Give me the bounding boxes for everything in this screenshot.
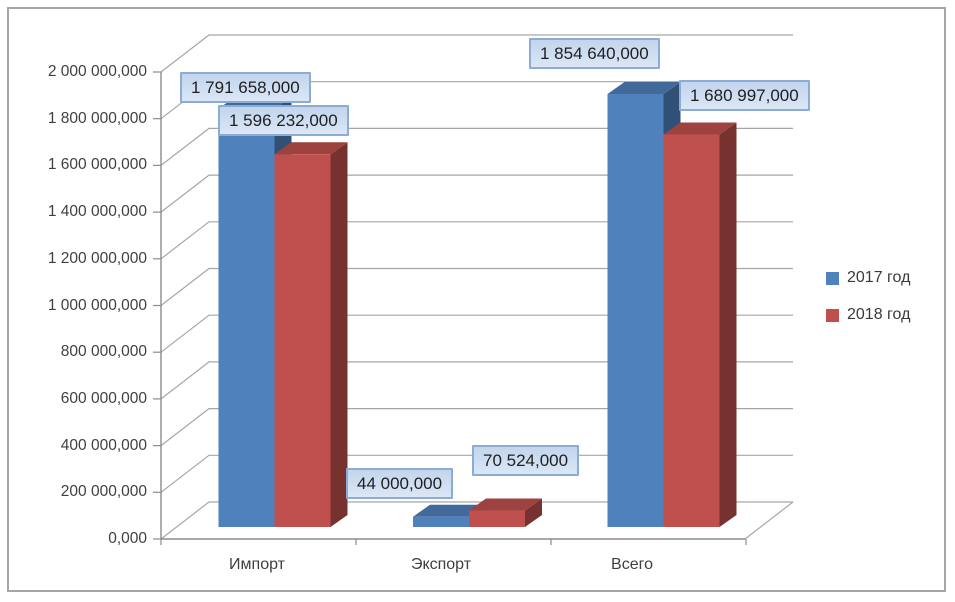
axes [153, 71, 747, 545]
data-label-2018-год-Импорт: 1 596 232,000 [218, 105, 349, 136]
y-axis-tick-label: 2 000 000,000 [47, 63, 147, 80]
y-axis-tick-label: 1 000 000,000 [47, 296, 147, 314]
y-axis-tick-label: 1 400 000,000 [47, 203, 147, 221]
legend-item-2017: 2017 год [826, 268, 910, 288]
y-axis-tick-label: 1 600 000,000 [47, 156, 147, 174]
legend-swatch-2018 [826, 308, 839, 322]
y-axis-tick-label: 1 800 000,000 [47, 109, 147, 127]
data-label-2018-год-Всего: 1 680 997,000 [679, 80, 810, 111]
data-label-2017-год-Импорт: 1 791 658,000 [180, 72, 311, 103]
floor-right-edge [744, 501, 794, 540]
y-axis-tick-label: 200 000,000 [60, 483, 147, 501]
legend: 2017 год 2018 год [826, 268, 910, 342]
legend-item-2018: 2018 год [826, 305, 910, 325]
data-label-2018-год-Экспорт: 70 524,000 [472, 445, 580, 476]
x-axis-category-label-Импорт: Импорт [229, 556, 285, 573]
bar-2018-год-Импорт [274, 142, 348, 527]
y-axis-tick-label: 0,000 [108, 530, 147, 547]
y-axis-tick-label: 1 200 000,000 [47, 249, 147, 267]
bar-2018-год-Всего [663, 122, 737, 528]
legend-swatch-2017 [826, 271, 839, 285]
data-label-2017-год-Экспорт: 44 000,000 [346, 468, 454, 499]
x-axis-category-label-Экспорт: Экспорт [410, 556, 472, 573]
x-axis-category-label-Всего: Всего [611, 556, 653, 573]
y-axis-tick-label: 800 000,000 [60, 343, 147, 361]
legend-label-2017: 2017 год [847, 269, 911, 286]
data-label-2017-год-Всего: 1 854 640,000 [529, 38, 660, 69]
y-axis-tick-label: 400 000,000 [60, 436, 147, 454]
y-axis-tick-label: 600 000,000 [60, 389, 147, 407]
legend-label-2018: 2018 год [847, 306, 911, 323]
bar-2018-год-Экспорт [469, 498, 542, 527]
